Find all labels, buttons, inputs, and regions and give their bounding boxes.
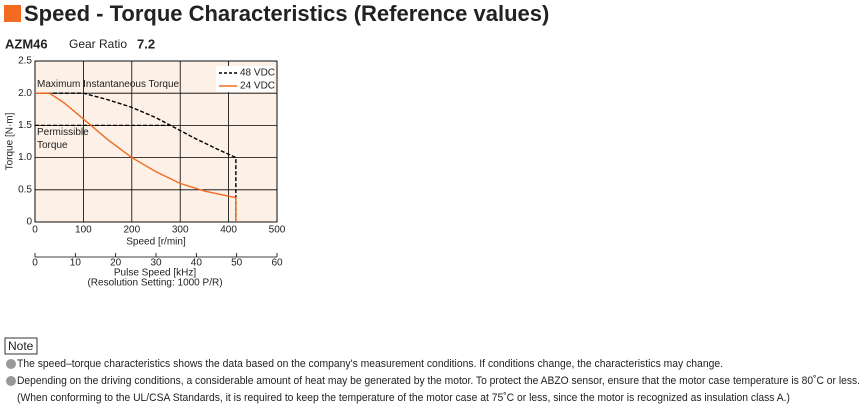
x-tick-label: 500 (269, 225, 286, 236)
series-line (35, 92, 237, 222)
y-axis-label: Torque [N·m] (5, 112, 16, 170)
plot-frame (34, 60, 278, 223)
legend-box (216, 66, 274, 92)
x-tick-label: 100 (75, 225, 92, 236)
legend-label: 48 VDC (240, 68, 275, 79)
series-line (35, 92, 237, 222)
y-tick-label: 2.0 (18, 88, 32, 99)
y-tick-label: 0.5 (18, 184, 32, 195)
ratio: 7.2 (137, 36, 155, 51)
x2-tick-label: 30 (150, 258, 162, 269)
x-tick-label: 400 (220, 225, 237, 236)
x-tick-label: 200 (123, 225, 140, 236)
y-tick-label: 0 (26, 217, 32, 228)
y-tick-label: 2.5 (18, 56, 32, 67)
x2-tick-label: 0 (32, 258, 38, 269)
annotation: Torque (37, 140, 68, 151)
note-item: The speed–torque characteristics shows t… (17, 358, 723, 370)
y-tick-label: 1.5 (18, 120, 32, 131)
x2-tick-label: 10 (70, 258, 82, 269)
annotation: Permissible (37, 127, 89, 138)
bullet (6, 376, 16, 386)
legend-label: 24 VDC (240, 81, 275, 92)
model: AZM46 (5, 36, 48, 51)
x2-tick-label: 50 (231, 258, 243, 269)
note-box (4, 337, 38, 355)
note-item: (When conforming to the UL/CSA Standards… (17, 392, 790, 404)
y-tick-label: 1.0 (18, 152, 32, 163)
x-tick-label: 0 (32, 225, 38, 236)
x2-tick-label: 60 (271, 258, 283, 269)
bullet (6, 359, 16, 369)
page-title: Speed - Torque Characteristics (Referenc… (24, 1, 549, 26)
annotation: Maximum Instantaneous Torque (37, 79, 180, 90)
note-item: Depending on the driving conditions, a c… (17, 375, 860, 387)
x2-note: (Resolution Setting: 1000 P/R) (87, 278, 222, 289)
x-tick-label: 300 (172, 225, 189, 236)
x2-tick-label: 20 (110, 258, 122, 269)
x2-axis-label: Pulse Speed [kHz] (114, 268, 196, 279)
notes: The speed–torque characteristics shows t… (6, 358, 860, 404)
x-axis-label: Speed [r/min] (126, 237, 186, 248)
note-title: Note (8, 339, 34, 353)
title-icon (4, 5, 21, 22)
ratio-label: Gear Ratio (69, 37, 127, 51)
x2-tick-label: 40 (191, 258, 203, 269)
